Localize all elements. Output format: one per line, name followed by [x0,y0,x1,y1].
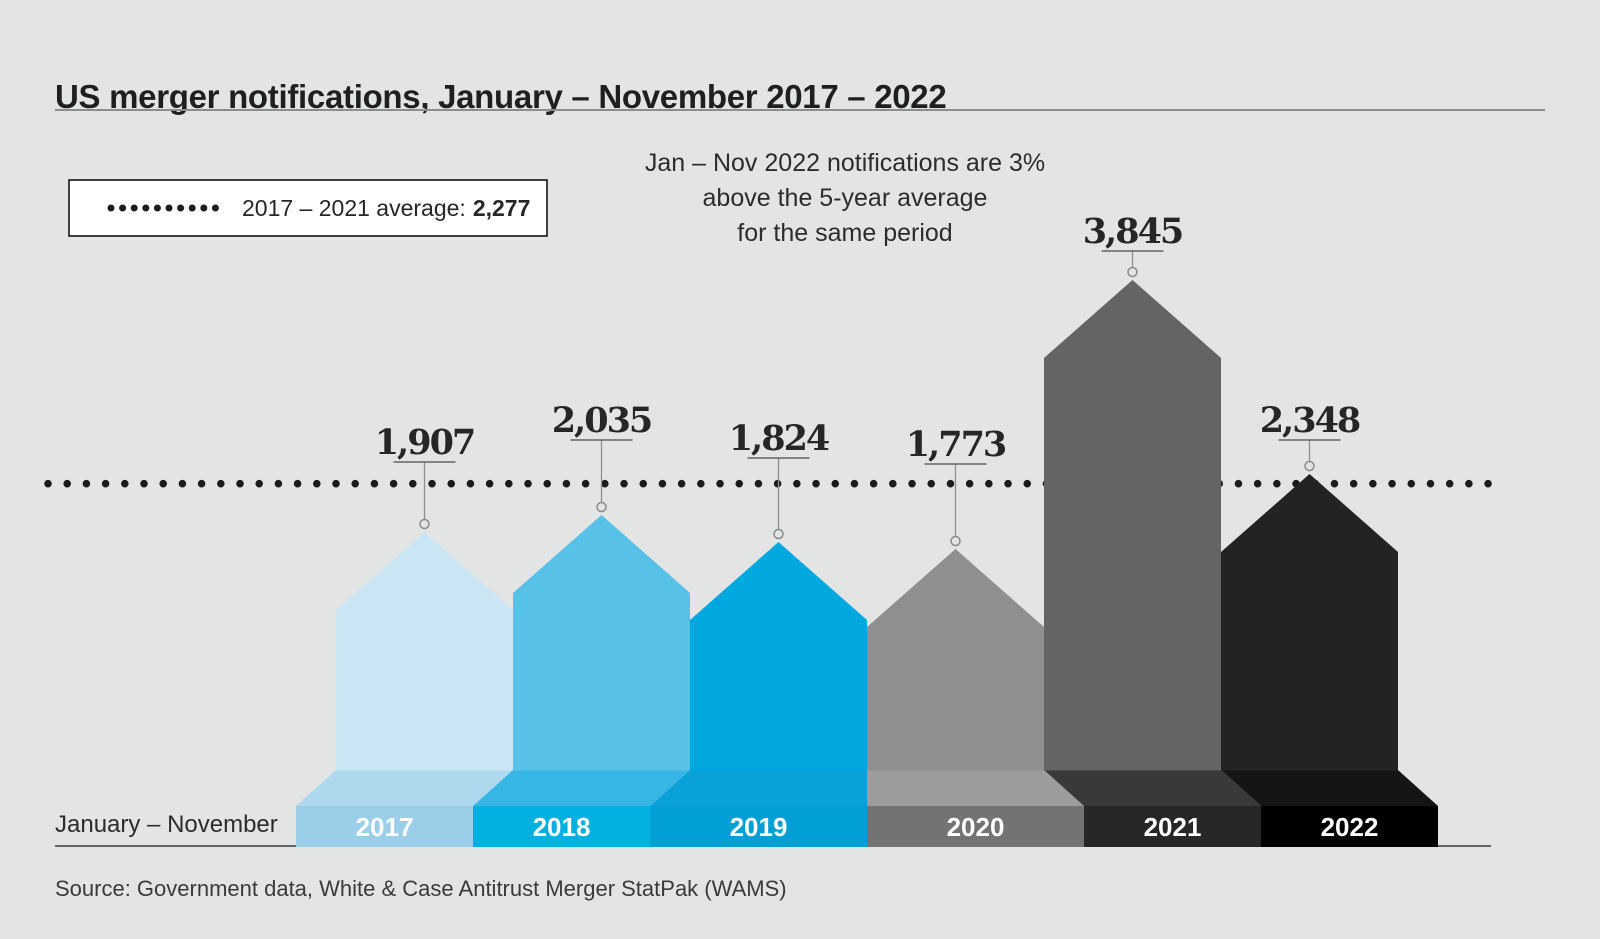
value-callout-2022: 2,348 [1260,400,1362,472]
bar-value-2018: 2,035 [552,400,652,441]
bar-base-front-2017 [296,806,473,847]
callout-anchor-circle [950,535,961,547]
bar-base-front-2019 [650,806,867,847]
bar-body-2021 [1044,280,1221,771]
bar-body-2018 [513,515,690,771]
title-divider [55,109,1545,111]
bar-body-2020 [867,549,1044,771]
legend-average-value: 2,277 [472,194,531,221]
bar-base-slope-2022 [1221,770,1438,806]
legend-label: 2017 – 2021 average: 2,277 [242,195,530,222]
callout-anchor-circle [773,528,784,540]
bar-base-slope-2019 [650,770,867,806]
annotation-line-1: Jan – Nov 2022 notifications are 3% [644,149,1046,177]
bar-value-2021: 3,845 [1083,211,1183,252]
bar-base-front-2022 [1261,806,1438,847]
average-legend: 2017 – 2021 average: 2,277 [68,179,548,237]
bar-base-slope-2017 [296,770,513,806]
callout-anchor-circle [596,501,607,513]
legend-label-text: 2017 – 2021 average: [242,194,466,221]
callout-anchor-circle [1304,460,1315,472]
bar-base-front-2020 [867,806,1084,847]
bar-value-2020: 1,773 [906,424,1006,465]
bar-year-label-2021: 2021 [1144,812,1202,842]
value-callout-2021: 3,845 [1083,211,1184,278]
callout-anchor-circle [419,518,430,530]
bar-base-slope-2021 [1044,770,1261,806]
bar-base-slope-2020 [867,770,1084,806]
bar-group-2019: 2019 [650,542,867,847]
bar-body-2022 [1221,474,1398,771]
x-axis-row-label: January – November [55,811,278,838]
bar-base-front-2018 [473,806,650,847]
bar-body-2017 [336,532,513,771]
bar-year-label-2019: 2019 [730,812,788,842]
page-title: US merger notifications, January – Novem… [55,78,947,116]
bar-group-2021: 2021 [1044,280,1261,847]
value-callout-2017: 1,907 [375,422,476,530]
bar-year-label-2020: 2020 [947,812,1005,842]
bar-base-slope-2018 [473,770,690,806]
bar-group-2018: 2018 [473,515,690,847]
callout-anchor-circle [1127,266,1138,278]
chart-annotation: Jan – Nov 2022 notifications are 3% abov… [555,146,1135,251]
annotation-line-3: for the same period [737,219,953,247]
annotation-line-2: above the 5-year average [702,184,988,212]
bar-year-label-2018: 2018 [533,812,591,842]
value-callout-2019: 1,824 [729,418,831,540]
bar-value-2017: 1,907 [375,422,475,463]
bar-group-2020: 2020 [867,549,1084,847]
value-callout-2018: 2,035 [552,400,653,513]
bar-year-label-2017: 2017 [356,812,414,842]
bar-value-2019: 1,824 [729,418,829,459]
value-callout-2020: 1,773 [906,424,1008,547]
bar-group-2017: 2017 [296,532,513,847]
bar-year-label-2022: 2022 [1321,812,1379,842]
bar-value-2022: 2,348 [1260,400,1360,441]
bar-base-front-2021 [1084,806,1261,847]
bar-body-2019 [690,542,867,771]
source-note: Source: Government data, White & Case An… [55,876,787,901]
bar-group-2022: 2022 [1221,474,1438,847]
